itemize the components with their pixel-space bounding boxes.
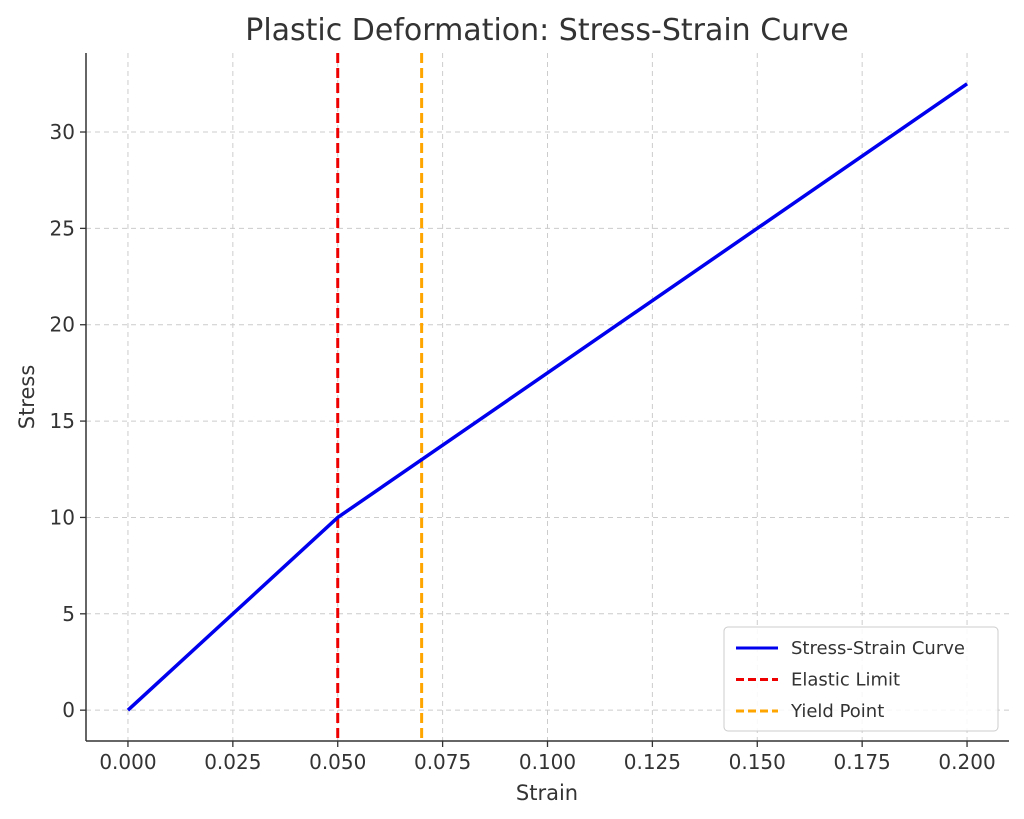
legend-label: Elastic Limit	[791, 670, 900, 691]
chart-title: Plastic Deformation: Stress-Strain Curve	[245, 13, 849, 48]
x-axis-label: Strain	[516, 781, 578, 805]
x-tick-label: 0.000	[99, 750, 156, 774]
reference-lines	[338, 53, 422, 741]
x-ticks: 0.000 0.025 0.050 0.075 0.100 0.125 0.150 0.175…	[99, 741, 995, 774]
y-tick-label: 15	[50, 409, 75, 433]
x-tick-label: 0.200	[938, 750, 995, 774]
x-tick-label: 0.125	[624, 750, 681, 774]
legend-label: Yield Point	[790, 701, 884, 722]
x-tick-label: 0.175	[834, 750, 891, 774]
y-tick-label: 20	[50, 313, 75, 337]
legend: Stress-Strain Curve Elastic Limit Yield Po…	[724, 627, 998, 731]
y-tick-label: 5	[62, 602, 75, 626]
y-tick-label: 0	[62, 698, 75, 722]
y-axis-label: Stress	[15, 365, 39, 430]
x-tick-label: 0.075	[414, 750, 471, 774]
x-tick-label: 0.025	[204, 750, 261, 774]
legend-label: Stress-Strain Curve	[791, 638, 965, 659]
y-ticks: 0 5 10 15 20 25 30	[50, 120, 86, 722]
y-tick-label: 10	[50, 505, 75, 529]
x-tick-label: 0.050	[309, 750, 366, 774]
y-tick-label: 25	[50, 216, 75, 240]
x-tick-label: 0.100	[519, 750, 576, 774]
x-tick-label: 0.150	[729, 750, 786, 774]
y-tick-label: 30	[50, 120, 75, 144]
